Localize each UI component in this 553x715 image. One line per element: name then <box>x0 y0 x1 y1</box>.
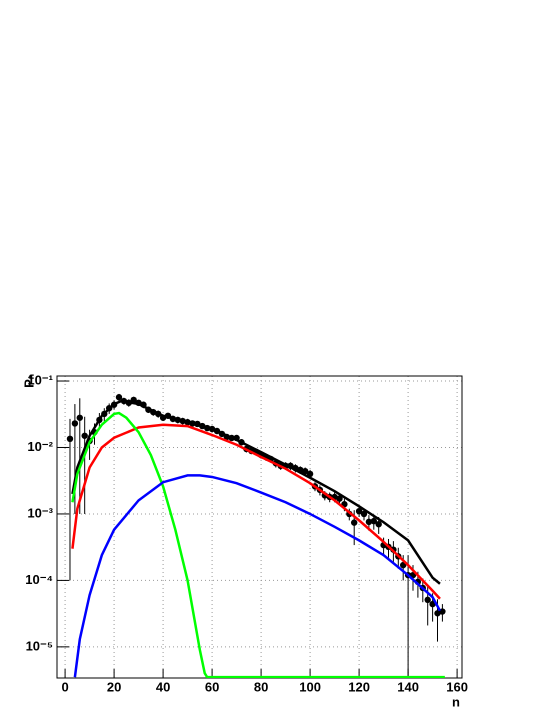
x-tick-label: 80 <box>254 679 268 694</box>
data-point <box>81 432 88 439</box>
data-point <box>360 510 368 518</box>
x-tick-label: 140 <box>397 679 419 694</box>
data-point <box>76 414 83 421</box>
y-tick-label: 10⁻¹ <box>27 372 53 387</box>
y-tick-label: 10⁻⁴ <box>25 572 53 587</box>
data-point <box>434 610 441 617</box>
data-point <box>370 517 377 525</box>
data-point <box>375 521 382 528</box>
data-point <box>71 420 79 427</box>
fit-curve <box>71 423 441 600</box>
x-tick-label: 100 <box>299 679 321 694</box>
data-point <box>365 518 373 526</box>
y-axis-label: Pₙ <box>21 374 36 388</box>
data-point <box>301 467 309 475</box>
x-tick-label: 0 <box>61 679 68 694</box>
data-point <box>115 394 123 401</box>
plot-area <box>66 393 446 678</box>
fit-curve <box>71 411 445 678</box>
x-tick-label: 40 <box>156 679 170 694</box>
y-tick-label: 10⁻³ <box>27 505 53 520</box>
data-point <box>424 596 431 604</box>
data-point <box>336 495 343 502</box>
x-tick-label: 120 <box>348 679 370 694</box>
data-point <box>355 507 363 515</box>
x-tick-label: 20 <box>107 679 121 694</box>
y-tick-label: 10⁻⁵ <box>26 638 53 653</box>
fit-curve <box>71 399 441 585</box>
y-tick-label: 10⁻² <box>27 439 53 454</box>
data-point <box>130 396 137 404</box>
x-tick-label: 160 <box>446 679 468 694</box>
fit-curve <box>73 474 442 678</box>
data-point <box>66 435 74 443</box>
x-axis-label: n <box>452 694 460 709</box>
x-tick-label: 60 <box>205 679 219 694</box>
data-point <box>350 519 358 526</box>
